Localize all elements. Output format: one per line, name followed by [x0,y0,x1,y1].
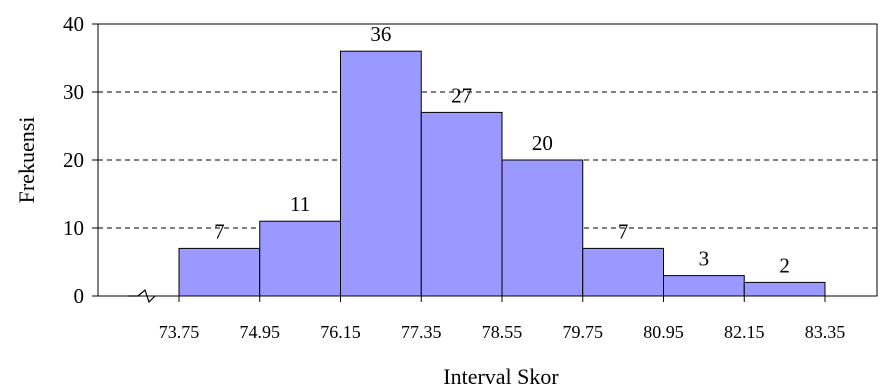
x-tick-label: 74.95 [240,322,281,342]
bar-value-label: 7 [214,219,225,243]
x-tick-label: 76.15 [320,322,361,342]
x-tick-label: 83.35 [805,322,846,342]
bar-value-label: 36 [370,22,391,46]
bar-value-label: 20 [532,131,553,155]
x-tick-label: 77.35 [401,322,442,342]
x-axis-title: Interval Skor [443,364,559,389]
histogram-bar [340,50,422,297]
histogram-bar [582,247,664,297]
x-axis-ticks: 73.75 74.95 76.15 77.35 78.55 79.75 80.95 82.15… [159,296,846,342]
x-tick-label: 73.75 [159,322,200,342]
y-tick-label: 40 [63,12,84,36]
x-tick-label: 78.55 [482,322,523,342]
histogram-bar [663,275,745,297]
histogram-bar [501,159,584,297]
data-labels: 7 11 36 27 20 7 3 2 [214,22,790,277]
y-axis-title: Frekuensi [14,117,39,204]
y-axis-ticks: 0 10 20 30 40 [63,12,98,308]
histogram-bar [743,281,826,297]
y-tick-label: 0 [74,284,85,308]
histogram-bar [259,220,341,297]
bar-value-label: 3 [699,247,710,271]
y-tick-label: 30 [63,80,84,104]
y-tick-label: 20 [63,148,84,172]
x-tick-label: 80.95 [643,322,684,342]
bar-value-label: 11 [290,192,310,216]
x-tick-label: 82.15 [724,322,765,342]
histogram-bar [178,247,261,297]
bars [178,50,826,297]
bar-value-label: 27 [451,83,472,107]
bar-value-label: 2 [779,253,790,277]
histogram-bar [420,111,503,297]
bar-value-label: 7 [618,219,629,243]
axis-break-icon [128,288,156,304]
x-tick-label: 79.75 [563,322,604,342]
y-tick-label: 10 [63,216,84,240]
